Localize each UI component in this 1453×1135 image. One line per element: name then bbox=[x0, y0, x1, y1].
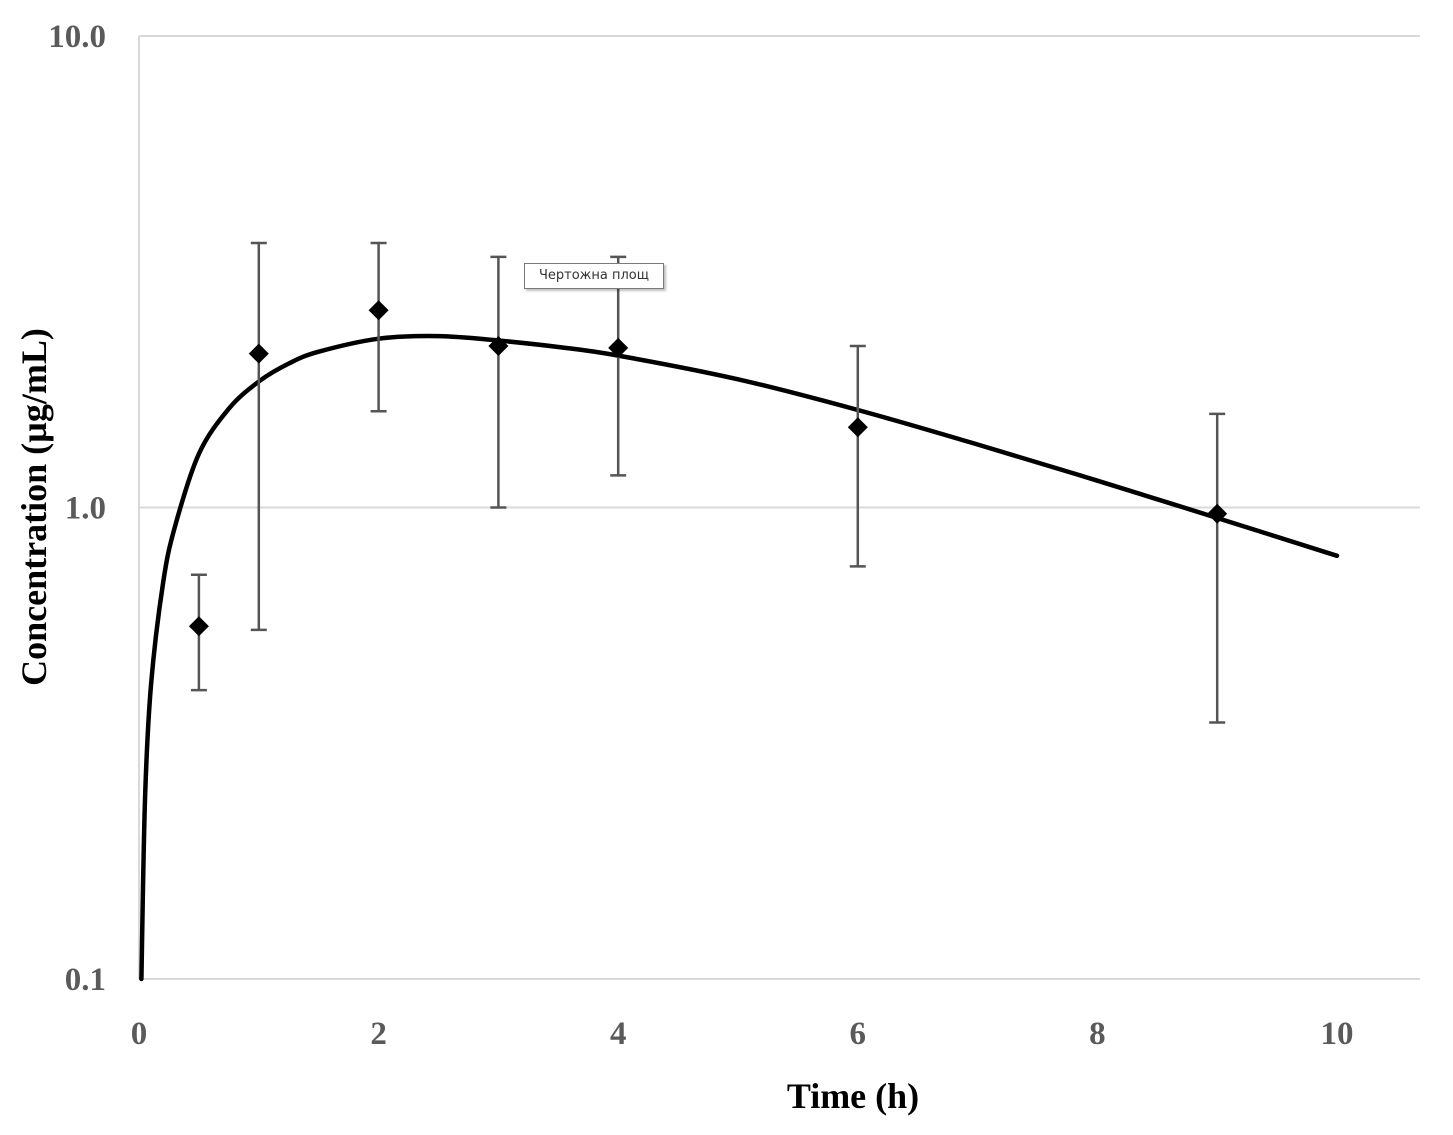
error-bar bbox=[1209, 412, 1226, 724]
y-tick-label: 10.0 bbox=[48, 19, 106, 55]
grid-layer bbox=[139, 35, 1420, 980]
error-bar bbox=[849, 344, 866, 568]
error-bar-layer bbox=[190, 241, 1226, 724]
y-axis-title: Concentration (µg/mL) bbox=[14, 328, 54, 686]
x-tick-label: 8 bbox=[1089, 1016, 1106, 1052]
y-tick-label: 0.1 bbox=[65, 962, 106, 998]
x-tick-label: 2 bbox=[370, 1016, 387, 1052]
data-point-diamond bbox=[248, 343, 269, 364]
data-point-diamond bbox=[368, 300, 389, 321]
data-point-diamond bbox=[847, 417, 868, 438]
x-tick-label: 6 bbox=[850, 1016, 867, 1052]
fitted-curve bbox=[139, 333, 1340, 982]
x-tick-label: 4 bbox=[610, 1016, 627, 1052]
data-point-diamond bbox=[608, 337, 629, 358]
x-tick-label: 10 bbox=[1321, 1016, 1354, 1052]
tick-label-layer: 0.1 1.0 10.0 0 2 4 6 8 10 bbox=[48, 19, 1353, 1052]
chart-area-tooltip: Чертожна площ bbox=[524, 263, 664, 289]
data-marker-layer bbox=[188, 300, 1228, 637]
error-bar bbox=[610, 255, 627, 477]
data-point-diamond bbox=[1207, 503, 1228, 524]
x-tick-label: 0 bbox=[131, 1016, 148, 1052]
y-tick-label: 1.0 bbox=[65, 491, 106, 527]
error-bar bbox=[490, 255, 507, 509]
fitted-curve-layer bbox=[139, 333, 1340, 982]
data-point-diamond bbox=[188, 616, 209, 637]
error-bar bbox=[370, 241, 387, 413]
error-bar bbox=[250, 241, 267, 632]
x-axis-title: Time (h) bbox=[787, 1076, 919, 1116]
data-point-diamond bbox=[488, 336, 509, 357]
